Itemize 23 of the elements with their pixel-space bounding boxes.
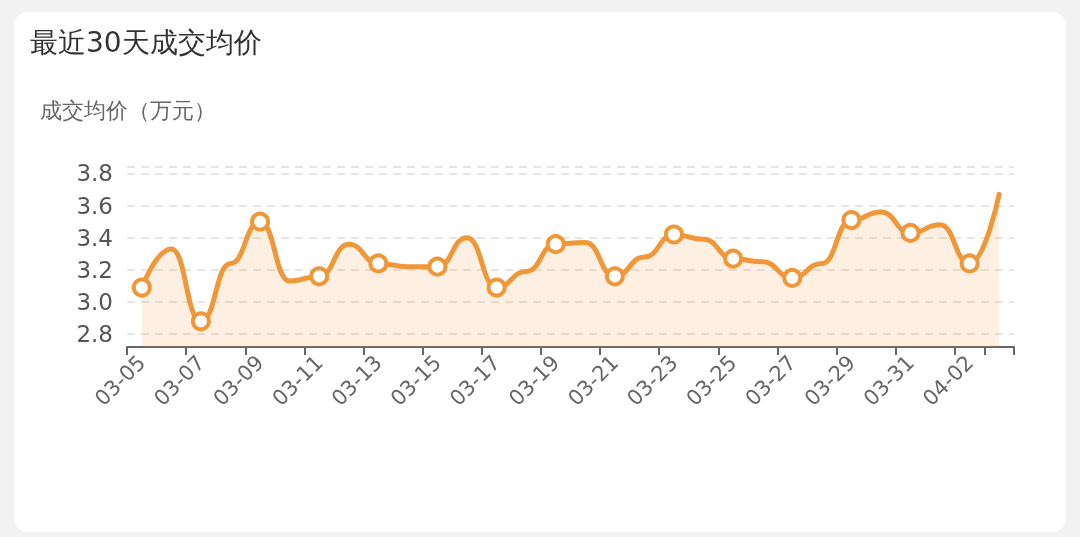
point xyxy=(664,224,684,245)
point xyxy=(250,211,271,232)
y-tick-label: 3.8 xyxy=(76,160,113,187)
point xyxy=(190,311,211,332)
point xyxy=(545,234,566,255)
y-tick-label: 2.8 xyxy=(76,321,113,348)
y-tick-label: 3.0 xyxy=(76,289,113,315)
point xyxy=(131,277,152,298)
point xyxy=(782,267,803,288)
point xyxy=(486,277,507,298)
point xyxy=(368,253,389,274)
point xyxy=(900,222,921,243)
point xyxy=(427,256,448,277)
y-tick-label: 3.4 xyxy=(76,224,113,251)
chart-title: 最近30天成交均价 xyxy=(30,25,262,61)
y-tick-label: 3.2 xyxy=(76,256,113,283)
point xyxy=(309,266,330,287)
point xyxy=(959,253,980,274)
point xyxy=(841,210,862,231)
y-tick-label: 3.6 xyxy=(76,192,113,219)
point xyxy=(723,248,744,269)
point xyxy=(604,266,625,287)
y-axis-title: 成交均价（万元） xyxy=(40,97,216,125)
